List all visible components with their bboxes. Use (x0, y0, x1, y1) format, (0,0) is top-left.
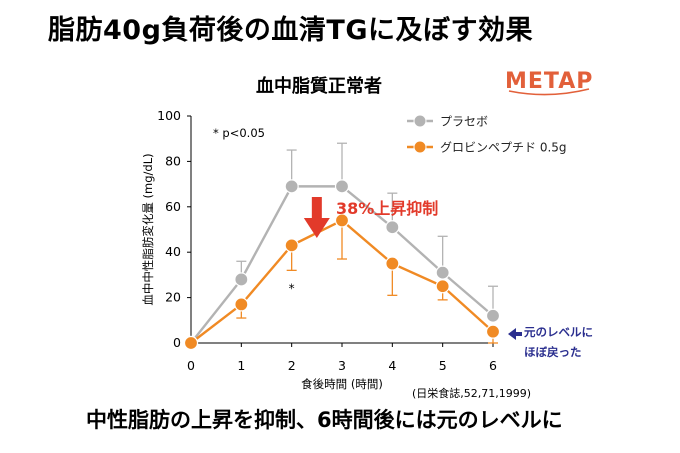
footer-caption: 中性脂肪の上昇を抑制、6時間後には元のレベルに (86, 408, 563, 432)
legend-swatch-marker-0 (413, 114, 427, 128)
x-tick-label: 0 (187, 358, 195, 373)
chart-axes: 0 20 40 60 80 100 0 1 2 3 4 5 6 食後時間 (時間) 血中中性脂肪変化量 (m… (141, 108, 497, 391)
data-point (334, 213, 350, 228)
logo-text: METAP (505, 69, 593, 94)
x-axis-label: 食後時間 (時間) (301, 377, 383, 391)
series-placebo (183, 142, 501, 351)
x-tick-label: 2 (288, 358, 296, 373)
data-point (385, 220, 400, 235)
data-point (284, 238, 299, 253)
data-point (234, 272, 249, 287)
x-tick-label: 3 (338, 358, 346, 373)
return-label-line1: 元のレベルに (524, 325, 593, 339)
data-point (435, 265, 450, 280)
return-arrow-icon (508, 328, 522, 340)
y-axis-label: 血中中性脂肪変化量 (mg/dL) (141, 153, 155, 305)
data-point (183, 335, 199, 351)
chart-subtitle: 血中脂質正常者 (256, 76, 382, 97)
reduction-arrow-icon (303, 197, 330, 238)
x-tick-label: 6 (489, 358, 497, 373)
y-tick-label: 40 (165, 244, 181, 259)
data-point (485, 324, 501, 339)
x-tick-label: 5 (439, 358, 447, 373)
significance-mark: * (289, 281, 295, 295)
legend-swatch-marker-1 (413, 140, 427, 154)
significance-note: * p<0.05 (213, 126, 265, 140)
series-globin (183, 213, 501, 351)
return-label-line2: ほぼ戻った (524, 345, 582, 359)
y-tick-label: 80 (165, 153, 181, 168)
page-title: 脂肪40g負荷後の血清TGに及ぼす効果 (48, 15, 533, 46)
metap-logo: METAP (505, 69, 593, 96)
legend-label-1: グロビンペプチド 0.5g (440, 141, 567, 155)
citation: (日栄食誌,52,71,1999) (412, 386, 531, 400)
reduction-label: 38%上昇抑制 (336, 199, 438, 218)
x-tick-label: 4 (388, 358, 396, 373)
data-point (284, 179, 299, 194)
y-tick-label: 20 (165, 290, 181, 305)
x-tick-label: 1 (237, 358, 245, 373)
data-point (385, 256, 400, 271)
y-tick-label: 0 (173, 335, 181, 350)
y-tick-label: 100 (157, 108, 181, 123)
legend-label-0: プラセボ (440, 115, 488, 129)
data-point (234, 297, 249, 312)
data-point (485, 308, 501, 323)
data-point (334, 179, 350, 194)
y-tick-label: 60 (165, 199, 181, 214)
data-point (435, 279, 450, 294)
